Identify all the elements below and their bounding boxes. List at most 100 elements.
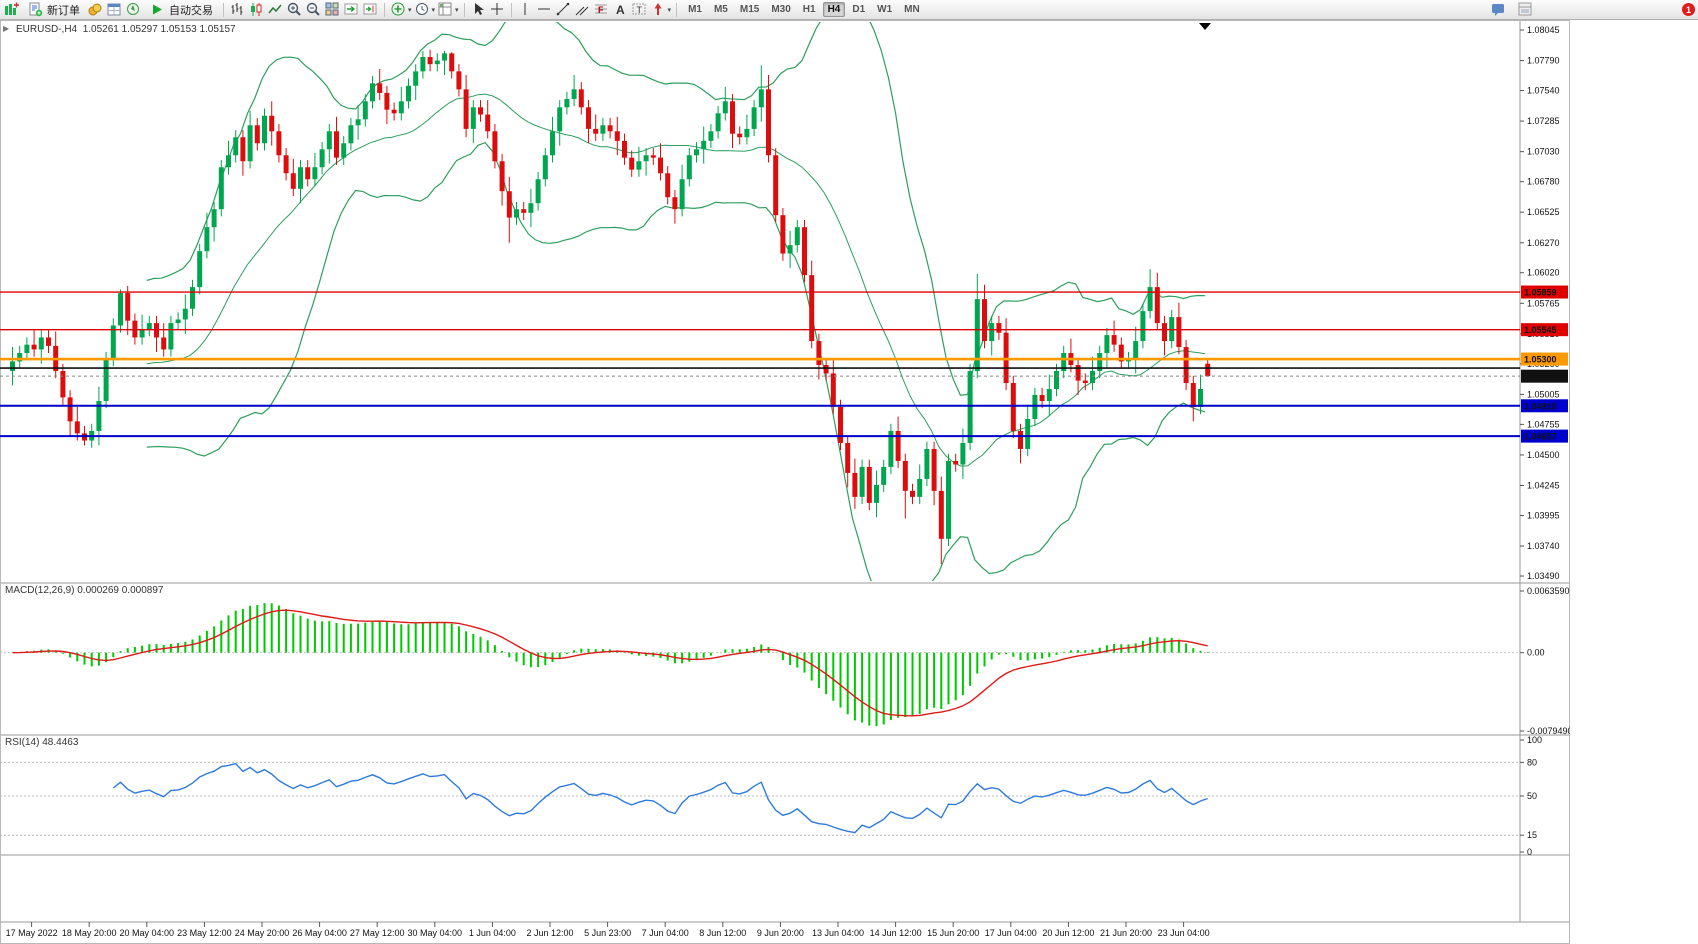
new-chart-icon[interactable] xyxy=(3,1,20,18)
svg-text:17 May 2022: 17 May 2022 xyxy=(6,928,58,938)
svg-text:8 Jun 12:00: 8 Jun 12:00 xyxy=(699,928,746,938)
community-icon[interactable] xyxy=(1490,1,1507,18)
svg-text:1.06780: 1.06780 xyxy=(1527,177,1560,187)
svg-text:2 Jun 12:00: 2 Jun 12:00 xyxy=(526,928,573,938)
zoom-in-icon[interactable] xyxy=(286,1,303,18)
main-toolbar: 新订单 自动交易 ▾ ▾ ▾ F A T ▾ M1 M5 M15 M30 H1 H4 D1 W… xyxy=(0,0,1698,20)
svg-text:1.06270: 1.06270 xyxy=(1527,238,1560,248)
periods-dropdown-icon[interactable]: ▾ xyxy=(431,6,436,14)
arrows-dropdown-icon[interactable]: ▾ xyxy=(667,6,672,14)
svg-text:18 May 20:00: 18 May 20:00 xyxy=(62,928,117,938)
horizontal-line-tool-icon[interactable] xyxy=(536,1,553,18)
autotrading-label: 自动交易 xyxy=(169,4,213,17)
svg-text:30 May 04:00: 30 May 04:00 xyxy=(408,928,463,938)
timeframe-button-w1[interactable]: W1 xyxy=(877,4,893,15)
toolbar-separator xyxy=(223,2,224,17)
svg-text:1.07790: 1.07790 xyxy=(1527,56,1560,66)
autotrading-play-icon xyxy=(149,1,166,18)
chart-background xyxy=(0,20,1570,944)
horizontal-lines-layer: 1.05859 1.05545 1.05300 1.05157 1.04910 1.046… xyxy=(0,285,1568,443)
svg-text:5 Jun 23:00: 5 Jun 23:00 xyxy=(584,928,631,938)
notifications-badge[interactable]: 1 xyxy=(1682,3,1695,16)
navigator-icon[interactable] xyxy=(125,1,142,18)
timeframe-button-h1[interactable]: H1 xyxy=(802,4,816,15)
svg-text:1.07030: 1.07030 xyxy=(1527,147,1560,157)
svg-text:0.00: 0.00 xyxy=(1527,648,1545,658)
macd-panel: 0.0063590 0.00 -0.0079490 xyxy=(0,586,1570,736)
timeframe-button-m5[interactable]: M5 xyxy=(713,4,728,15)
new-order-button[interactable]: 新订单 xyxy=(22,1,85,19)
line-chart-icon[interactable] xyxy=(267,1,284,18)
svg-text:23 May 12:00: 23 May 12:00 xyxy=(177,928,232,938)
svg-text:1.03995: 1.03995 xyxy=(1527,510,1560,520)
timeframe-button-d1[interactable]: D1 xyxy=(852,4,866,15)
svg-text:50: 50 xyxy=(1527,791,1537,801)
bar-chart-icon[interactable] xyxy=(229,1,246,18)
svg-text:9 Jun 20:00: 9 Jun 20:00 xyxy=(757,928,804,938)
timeframe-button-m1[interactable]: M1 xyxy=(688,4,702,15)
trendline-tool-icon[interactable] xyxy=(555,1,572,18)
toolbar-right-group: 1 xyxy=(1490,1,1695,18)
timeframe-button-m30[interactable]: M30 xyxy=(771,4,791,15)
crosshair-icon[interactable] xyxy=(489,1,506,18)
chart-canvas[interactable]: 1.08045 1.07790 1.07540 1.07285 1.07030 1.067… xyxy=(0,20,1570,944)
text-label-tool-icon[interactable]: T xyxy=(631,1,648,18)
tile-windows-icon[interactable] xyxy=(324,1,341,18)
vertical-line-tool-icon[interactable] xyxy=(517,1,534,18)
timeframe-button-mn[interactable]: MN xyxy=(904,4,920,15)
timeframe-button-m15[interactable]: M15 xyxy=(739,4,760,15)
svg-text:1.05157: 1.05157 xyxy=(1524,372,1557,382)
svg-text:21 Jun 20:00: 21 Jun 20:00 xyxy=(1100,928,1152,938)
svg-text:23 Jun 04:00: 23 Jun 04:00 xyxy=(1158,928,1210,938)
toolbar-separator xyxy=(676,2,678,17)
svg-text:17 Jun 04:00: 17 Jun 04:00 xyxy=(985,928,1037,938)
autotrading-button[interactable]: 自动交易 xyxy=(144,1,218,19)
svg-text:1.04755: 1.04755 xyxy=(1527,419,1560,429)
data-window-icon[interactable] xyxy=(106,1,123,18)
svg-text:1.06525: 1.06525 xyxy=(1527,207,1560,217)
svg-text:1 Jun 04:00: 1 Jun 04:00 xyxy=(469,928,516,938)
rsi-panel: 100 80 50 15 0 xyxy=(0,735,1542,857)
fibonacci-tool-icon[interactable]: F xyxy=(593,1,610,18)
svg-text:1.04245: 1.04245 xyxy=(1527,480,1560,490)
svg-text:24 May 20:00: 24 May 20:00 xyxy=(235,928,290,938)
templates-icon[interactable] xyxy=(437,1,454,18)
svg-text:A: A xyxy=(616,3,625,17)
indicators-icon[interactable] xyxy=(390,1,407,18)
svg-text:7 Jun 04:00: 7 Jun 04:00 xyxy=(642,928,689,938)
candles-layer xyxy=(10,49,1211,565)
svg-text:20 May 04:00: 20 May 04:00 xyxy=(120,928,175,938)
market-watch-icon[interactable] xyxy=(87,1,104,18)
svg-text:14 Jun 12:00: 14 Jun 12:00 xyxy=(870,928,922,938)
toolbar-separator xyxy=(463,2,465,17)
time-axis: 17 May 2022 18 May 20:00 20 May 04:00 23 Ma… xyxy=(6,922,1210,938)
toolbar-separator xyxy=(510,2,512,17)
svg-text:-0.0079490: -0.0079490 xyxy=(1527,726,1570,736)
toolbar-separator xyxy=(384,2,385,17)
auto-scroll-icon[interactable] xyxy=(343,1,360,18)
market-panel-icon[interactable] xyxy=(1517,1,1534,18)
arrows-tool-icon[interactable] xyxy=(650,1,667,18)
indicators-dropdown-icon[interactable]: ▾ xyxy=(408,6,412,14)
svg-text:1.05545: 1.05545 xyxy=(1524,325,1557,335)
templates-dropdown-icon[interactable]: ▾ xyxy=(455,6,459,14)
channel-tool-icon[interactable] xyxy=(574,1,591,18)
svg-text:1.05300: 1.05300 xyxy=(1524,355,1557,365)
svg-text:1.07285: 1.07285 xyxy=(1527,116,1560,126)
cursor-icon[interactable] xyxy=(470,1,487,18)
svg-text:1.05859: 1.05859 xyxy=(1524,288,1557,298)
chart-window[interactable]: 1.08045 1.07790 1.07540 1.07285 1.07030 1.067… xyxy=(0,20,1698,944)
one-click-trading-toggle[interactable]: ▶ xyxy=(3,24,10,33)
svg-text:0: 0 xyxy=(1527,847,1532,857)
periods-icon[interactable] xyxy=(414,1,431,18)
candlestick-chart-icon[interactable] xyxy=(248,1,265,18)
svg-text:26 May 04:00: 26 May 04:00 xyxy=(292,928,347,938)
text-tool-icon[interactable]: A xyxy=(612,1,629,18)
svg-text:0.0063590: 0.0063590 xyxy=(1527,586,1570,596)
timeframe-button-h4[interactable]: H4 xyxy=(822,2,846,17)
zoom-out-icon[interactable] xyxy=(305,1,322,18)
svg-text:1.04500: 1.04500 xyxy=(1527,450,1560,460)
new-order-label: 新订单 xyxy=(47,4,80,17)
svg-text:1.03740: 1.03740 xyxy=(1527,541,1560,551)
chart-shift-icon[interactable] xyxy=(362,1,379,18)
